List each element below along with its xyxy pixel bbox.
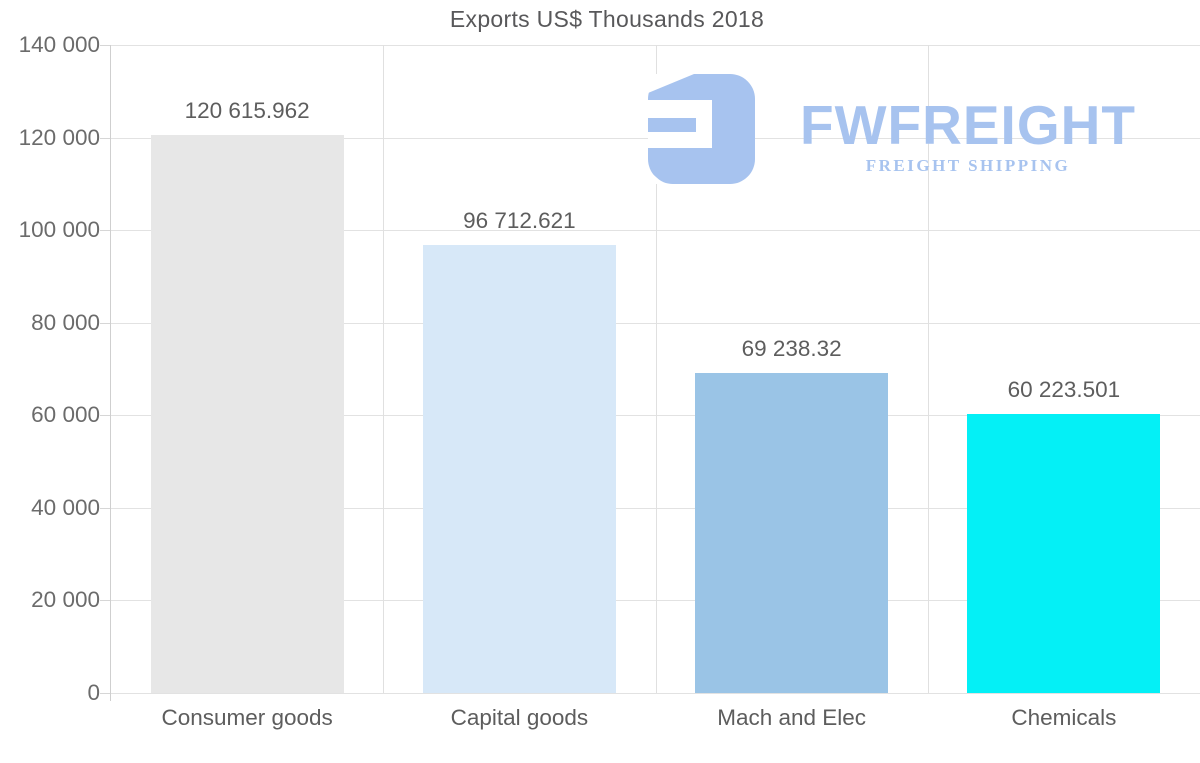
y-tick-mark	[100, 507, 111, 509]
y-tick-label: 0	[87, 680, 100, 705]
y-tick-label: 60 000	[31, 402, 100, 428]
chart-title: Exports US$ Thousands 2018	[449, 6, 765, 32]
bar-value-label: 96 712.621	[463, 208, 576, 234]
bar-value-label: 120 615.962	[184, 97, 310, 123]
x-axis-label-consumer-goods: Consumer goods	[161, 705, 333, 730]
x-axis-label-mach-and-elec: Mach and Elec	[717, 705, 867, 730]
y-tick-label: 140 000	[18, 32, 100, 57]
bar-consumer-goods	[150, 134, 344, 693]
bar-value-label: 60 223.501	[1007, 377, 1121, 403]
y-tick-label: 100 000	[18, 217, 100, 243]
y-tick-label: 80 000	[31, 309, 100, 335]
category-gridline	[655, 45, 657, 693]
y-tick-label: 120 000	[18, 124, 100, 150]
y-tick-mark	[100, 322, 111, 324]
y-tick-mark	[100, 415, 111, 417]
logo-wordmark: FWFREIGHT	[800, 94, 1136, 156]
bar-value-label: 69 238.32	[741, 335, 842, 361]
y-axis-line	[110, 45, 111, 701]
x-axis-label-chemicals: Chemicals	[1011, 705, 1117, 730]
category-gridline	[383, 45, 385, 693]
bar-mach-and-elec	[695, 372, 889, 693]
y-gridline	[111, 693, 1200, 694]
y-tick-label: 20 000	[31, 587, 100, 613]
y-tick-mark	[100, 45, 111, 46]
category-gridline	[927, 45, 929, 693]
y-tick-mark	[100, 600, 111, 602]
fwfreight-logo: FWFREIGHT FREIGHT SHIPPING	[648, 72, 1148, 187]
x-axis-label-capital-goods: Capital goods	[450, 705, 589, 730]
y-tick-mark	[100, 230, 111, 232]
bar-capital-goods	[422, 245, 616, 693]
y-tick-mark	[100, 137, 111, 139]
y-tick-label: 40 000	[31, 494, 100, 520]
y-tick-mark	[100, 693, 111, 694]
logo-tagline: FREIGHT SHIPPING	[865, 156, 1071, 175]
bar-chemicals	[967, 414, 1161, 693]
fwfreight-logo-icon	[648, 74, 755, 184]
